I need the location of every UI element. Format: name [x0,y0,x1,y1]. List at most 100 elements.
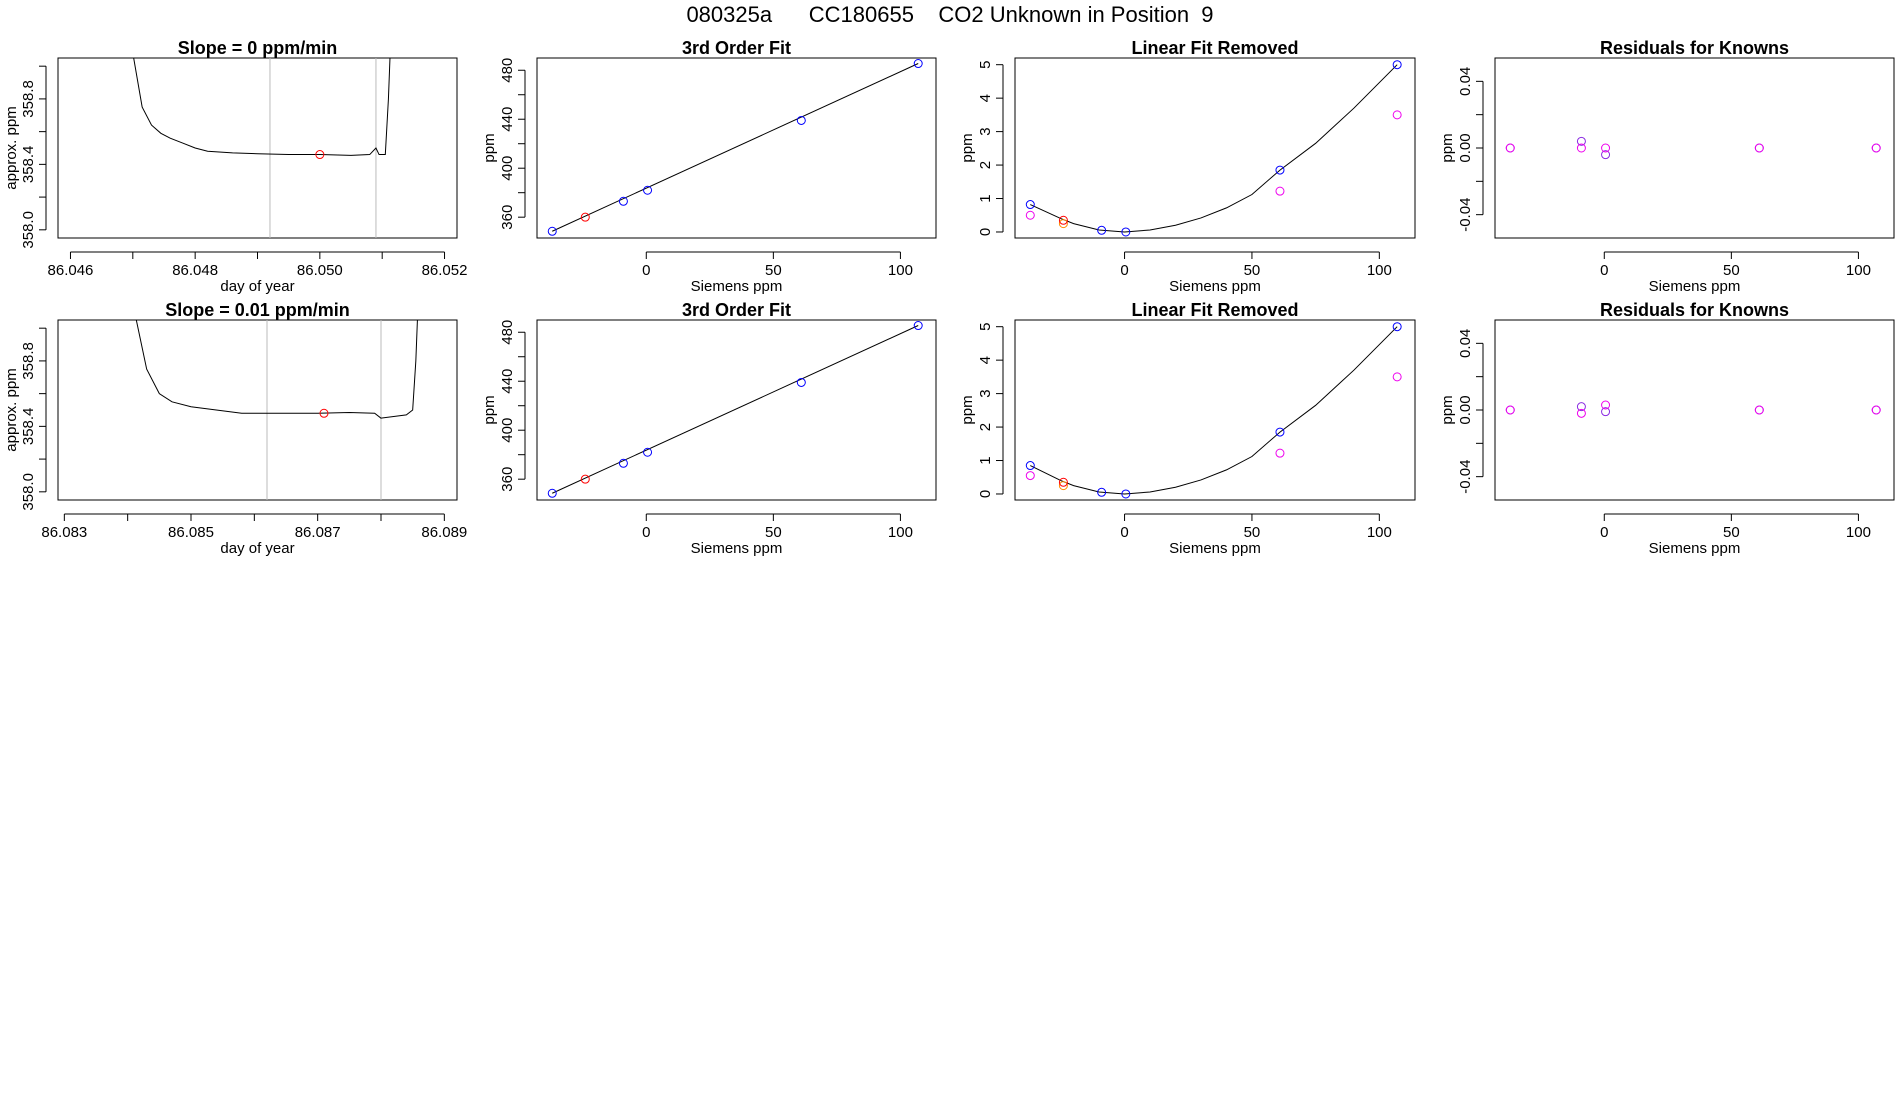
data-point [1871,143,1881,153]
x-tick-label: 86.087 [295,524,341,541]
plot-frame [57,57,458,239]
plot-frame [1494,319,1895,501]
x-axis-label: Siemens ppm [691,540,783,557]
plot-area [1025,322,1402,499]
panel-title: 3rd Order Fit [682,300,791,320]
x-tick-label: 0 [642,262,650,279]
panel-r1-thirdorder: 3rd Order Fit 0 50 100 Siemens ppm 360 400 440 4… [481,38,937,295]
data-point [1505,143,1515,153]
y-tick-label: 5 [977,61,994,69]
x-axis-label: day of year [220,278,294,295]
fit-line [552,63,919,232]
data-point [643,185,653,195]
plot-area [547,59,923,236]
x-tick-label: 86.048 [172,262,218,279]
panel-title: Residuals for Knowns [1600,38,1789,58]
fit-line [552,325,919,494]
panel-r2-thirdorder: 3rd Order Fit 0 50 100 Siemens ppm 360 400 440 4… [481,300,937,557]
y-tick-label: 2 [977,161,994,169]
data-point [1025,461,1035,471]
plot-frame [536,57,937,239]
data-point [1576,143,1586,153]
y-tick-label: 480 [499,58,516,83]
y-tick-label: 360 [499,205,516,230]
x-tick-label: 50 [1244,262,1261,279]
x-tick-label: 100 [888,524,913,541]
y-tick-label: 0.04 [1457,329,1474,358]
panel-title: Slope = 0 ppm/min [178,38,338,58]
data-point [1058,219,1068,229]
plot-area [135,320,418,500]
x-tick-label: 100 [1367,524,1392,541]
data-point [618,458,628,468]
y-tick-label: 3 [977,389,994,397]
data-point [1576,136,1586,146]
x-axis-label: Siemens ppm [1169,278,1261,295]
data-point [1275,427,1285,437]
plot-frame [536,319,937,501]
plot-area [133,58,391,238]
y-tick-label: 0 [977,228,994,236]
y-tick-label: 358.8 [20,342,37,380]
data-point [913,321,923,331]
y-tick-label: 358.4 [20,408,37,446]
x-tick-label: 86.050 [297,262,343,279]
data-point [1392,322,1402,332]
plot-frame [57,319,458,501]
panel-title: 3rd Order Fit [682,38,791,58]
y-tick-label: 2 [977,423,994,431]
data-point [1025,471,1035,481]
y-tick-label: 358.0 [20,211,37,249]
plot-area [1025,60,1402,237]
data-point [1097,487,1107,497]
y-tick-label: 360 [499,467,516,492]
data-point [1576,402,1586,412]
data-point [1754,405,1764,415]
y-tick-label: 400 [499,156,516,181]
data-point [1754,143,1764,153]
y-tick-label: -0.04 [1457,460,1474,494]
data-point [1121,489,1131,499]
data-point [1058,477,1068,487]
plot-frame [1494,57,1895,239]
panel-r1-linear-removed: Linear Fit Removed 0 50 100 Siemens ppm 0 1 2 3 4… [959,38,1416,295]
x-tick-label: 50 [765,524,782,541]
data-point [580,212,590,222]
fit-curve [1030,326,1398,495]
data-point [796,115,806,125]
plot-area [1505,400,1881,418]
y-tick-label: 358.8 [20,80,37,118]
panel-title: Slope = 0.01 ppm/min [165,300,350,320]
y-tick-label: 440 [499,369,516,394]
unknown-mean-point [315,150,325,160]
data-point [1121,227,1131,237]
y-tick-label: 4 [977,356,994,364]
x-tick-label: 100 [888,262,913,279]
data-point [580,474,590,484]
data-point [1601,400,1611,410]
x-tick-label: 50 [765,262,782,279]
data-point [1275,165,1285,175]
y-axis-label: approx. ppm [3,368,20,451]
y-tick-label: 480 [499,320,516,345]
data-point [1025,200,1035,210]
y-tick-label: 358.4 [20,146,37,184]
y-tick-label: 400 [499,418,516,443]
data-point [796,377,806,387]
plot-frame [1014,319,1416,501]
panel-title: Residuals for Knowns [1600,300,1789,320]
panel-r1-residuals: Residuals for Knowns 0 50 100 Siemens ppm -0.… [1439,38,1895,295]
data-point [1058,481,1068,491]
x-tick-label: 100 [1367,262,1392,279]
y-tick-label: 1 [977,194,994,202]
x-tick-label: 0 [642,524,650,541]
panel-r2-linear-removed: Linear Fit Removed 0 50 100 Siemens ppm 0 1 2 3 4… [959,300,1416,557]
data-point [913,59,923,69]
time-series-line [135,320,418,419]
data-point [1601,143,1611,153]
data-point [1576,408,1586,418]
x-axis-label: day of year [220,540,294,557]
y-tick-label: 358.0 [20,473,37,511]
panel-title: Linear Fit Removed [1131,38,1298,58]
